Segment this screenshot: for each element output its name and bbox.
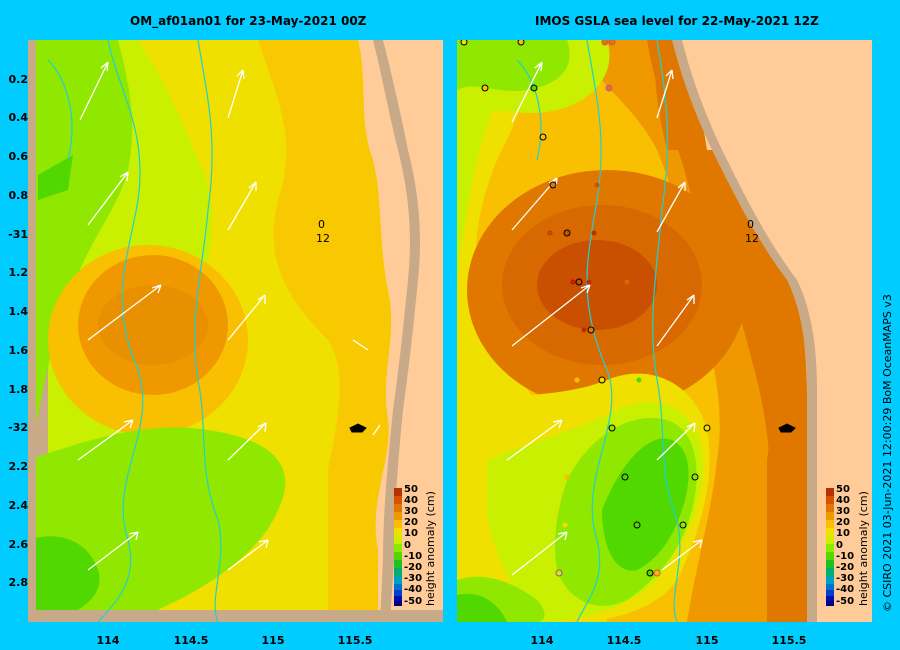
x-label-right: 114: [530, 634, 554, 647]
colorbar-tick: -20: [836, 562, 855, 573]
y-label: 0.4: [8, 111, 29, 124]
colorbar-tick: -50: [404, 596, 423, 607]
colorbar-tick: 30: [404, 506, 418, 517]
x-label-left: 115.5: [337, 634, 373, 647]
colorbar-tick: 10: [836, 528, 850, 539]
y-label: 2.4: [8, 499, 29, 512]
colorbar-title: height anomaly (cm): [424, 491, 437, 606]
x-label-left: 115: [261, 634, 285, 647]
current-arrows: [506, 61, 703, 576]
current-arrows: [77, 61, 381, 571]
colorbar-tick: 40: [836, 495, 850, 506]
left-colorbar: [394, 488, 402, 606]
y-label: 2.8: [8, 576, 29, 589]
colorbar-tick: 20: [404, 517, 418, 528]
right-anomaly-map: [457, 40, 872, 622]
y-label: 1.2: [8, 266, 29, 279]
y-label: 2.6: [8, 538, 29, 551]
colorbar-tick: -40: [836, 584, 855, 595]
colorbar-tick: -40: [404, 584, 423, 595]
colorbar-tick: -50: [836, 596, 855, 607]
y-label: 0.2: [8, 73, 29, 86]
x-label-right: 115: [695, 634, 719, 647]
left-map-panel: 0 12: [28, 40, 443, 622]
left-panel-title: OM_af01an01 for 23-May-2021 00Z: [130, 14, 367, 28]
right-colorbar: [826, 488, 834, 606]
colorbar-tick: 0: [404, 540, 411, 551]
colorbar-tick: -30: [836, 573, 855, 584]
right-map-mark-top: 0: [747, 218, 754, 231]
y-label: -31: [8, 228, 28, 241]
x-label-right: 115.5: [771, 634, 807, 647]
colorbar-tick: 30: [836, 506, 850, 517]
credit-text: © CSIRO 2021 03-Jun-2021 12:00:29 BoM Oc…: [881, 294, 894, 612]
colorbar-tick: -30: [404, 573, 423, 584]
left-map-mark-top: 0: [318, 218, 325, 231]
colorbar-tick: -10: [404, 551, 423, 562]
left-map-mark-bottom: 12: [316, 232, 330, 245]
colorbar-tick: -10: [836, 551, 855, 562]
y-label: 1.4: [8, 305, 29, 318]
colorbar-tick: 0: [836, 540, 843, 551]
colorbar-tick: 40: [404, 495, 418, 506]
right-panel-title: IMOS GSLA sea level for 22-May-2021 12Z: [535, 14, 819, 28]
y-label: 0.6: [8, 150, 29, 163]
y-label: 1.8: [8, 383, 29, 396]
y-label: 2.2: [8, 460, 29, 473]
y-label: 0.8: [8, 189, 29, 202]
colorbar-tick: 10: [404, 528, 418, 539]
left-anomaly-map: [28, 40, 443, 622]
colorbar-tick: 50: [836, 484, 850, 495]
x-label-right: 114.5: [606, 634, 642, 647]
y-label: -32: [8, 421, 28, 434]
x-label-left: 114: [96, 634, 120, 647]
colorbar-tick: 50: [404, 484, 418, 495]
colorbar-tick: 20: [836, 517, 850, 528]
colorbar-title: height anomaly (cm): [857, 491, 870, 606]
colorbar-tick: -20: [404, 562, 423, 573]
observation-points: [460, 40, 711, 577]
right-map-panel: 0 12: [457, 40, 872, 622]
right-map-mark-bottom: 12: [745, 232, 759, 245]
x-label-left: 114.5: [173, 634, 209, 647]
y-label: 1.6: [8, 344, 29, 357]
